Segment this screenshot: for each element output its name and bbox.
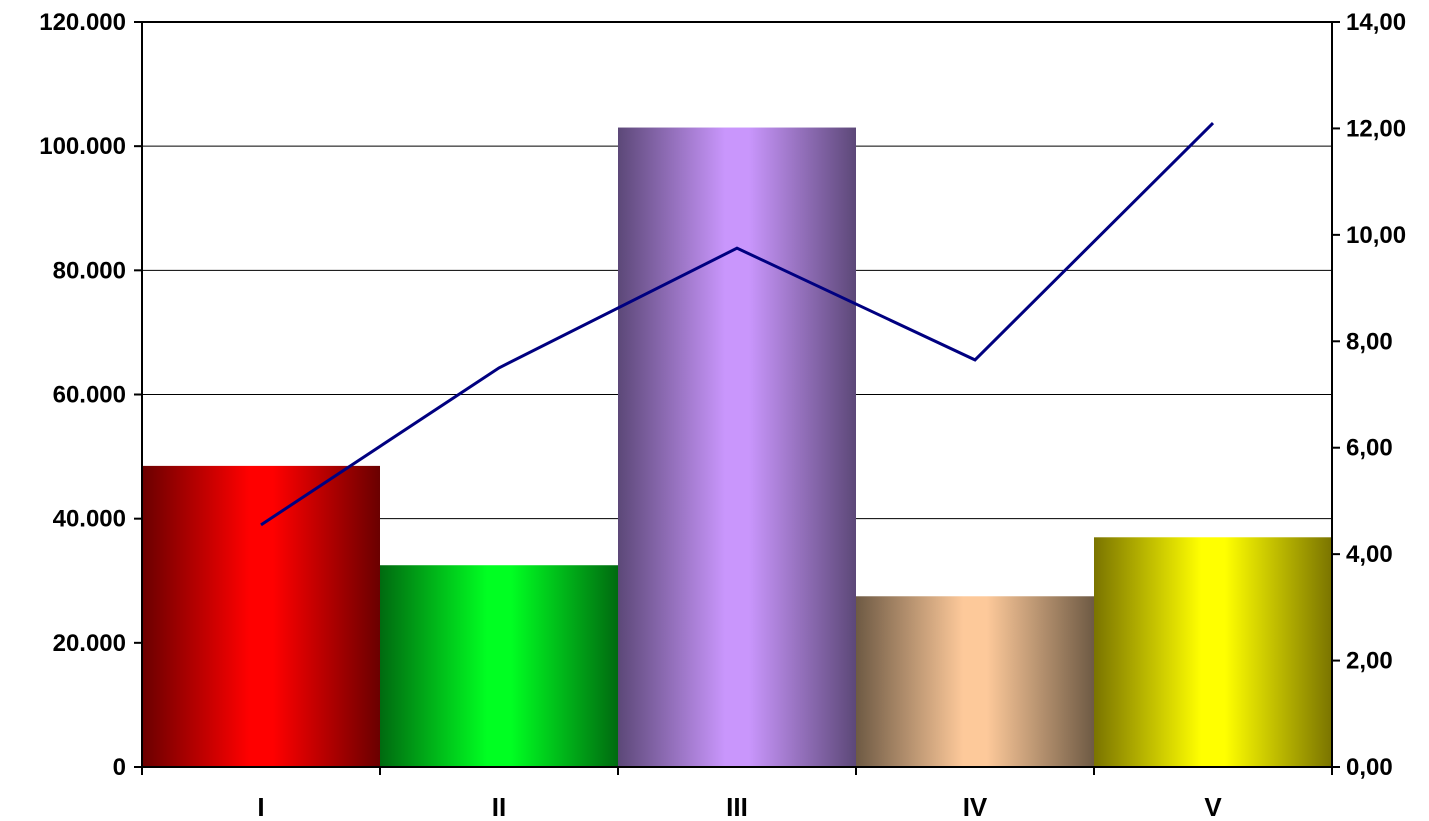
y-tick-label: 40.000 — [53, 506, 126, 533]
x-tick-label: IV — [963, 792, 988, 821]
bar-V — [1094, 537, 1332, 767]
y-tick-label: 60.000 — [53, 382, 126, 409]
bar-I — [142, 465, 380, 767]
y2-tick-label: 14,00 — [1346, 9, 1406, 36]
x-tick-label: II — [492, 792, 506, 821]
line-series — [260, 122, 1215, 527]
x-tick-label: I — [257, 792, 264, 821]
bars — [142, 127, 1332, 767]
y-tick-label: 120.000 — [39, 9, 126, 36]
y2-tick-label: 0,00 — [1346, 754, 1393, 781]
x-tick-label: III — [726, 792, 748, 821]
y-tick-label: 20.000 — [53, 630, 126, 657]
y2-tick-label: 12,00 — [1346, 115, 1406, 142]
bar-II — [380, 565, 618, 767]
tick-labels: 0 20.000 40.000 60.000 80.000 100.000 120.000 0… — [39, 9, 1406, 821]
x-tick-label: V — [1204, 792, 1222, 821]
y-tick-label: 100.000 — [39, 133, 126, 160]
y2-tick-label: 8,00 — [1346, 328, 1393, 355]
y2-tick-label: 4,00 — [1346, 541, 1393, 568]
axes — [134, 21, 1340, 775]
y-tick-label: 80.000 — [53, 257, 126, 284]
y2-tick-label: 2,00 — [1346, 648, 1393, 675]
y2-tick-label: 6,00 — [1346, 435, 1393, 462]
bar-III — [618, 127, 856, 767]
y-tick-label: 0 — [113, 754, 126, 781]
bar-IV — [856, 596, 1094, 767]
y2-tick-label: 10,00 — [1346, 222, 1406, 249]
